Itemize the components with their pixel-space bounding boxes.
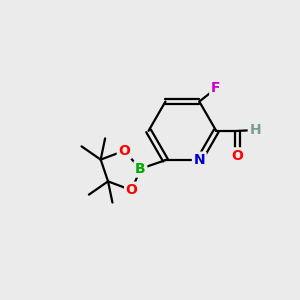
Text: F: F: [211, 81, 220, 95]
Text: N: N: [194, 153, 205, 167]
Text: B: B: [135, 162, 146, 176]
Text: H: H: [249, 123, 261, 137]
Text: O: O: [232, 149, 243, 163]
Text: O: O: [126, 183, 137, 197]
Text: O: O: [118, 144, 130, 158]
